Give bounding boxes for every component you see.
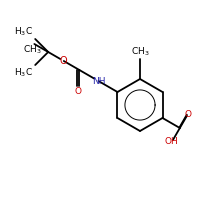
Text: H$_3$C: H$_3$C	[14, 66, 33, 79]
Text: CH$_3$: CH$_3$	[23, 43, 42, 55]
Text: NH: NH	[92, 77, 105, 86]
Text: O: O	[60, 56, 68, 66]
Text: H$_3$C: H$_3$C	[14, 26, 33, 38]
Text: CH$_3$: CH$_3$	[131, 46, 149, 58]
Text: OH: OH	[165, 137, 179, 146]
Text: O: O	[184, 110, 191, 119]
Text: O: O	[75, 87, 82, 96]
